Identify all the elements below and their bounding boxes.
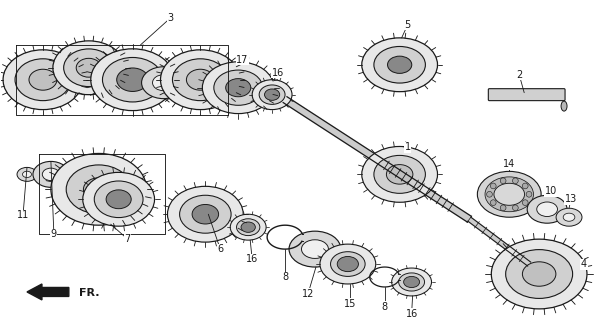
Ellipse shape — [374, 156, 425, 193]
Ellipse shape — [94, 181, 143, 218]
Ellipse shape — [537, 202, 558, 217]
Ellipse shape — [556, 208, 582, 226]
Text: 17: 17 — [236, 55, 248, 65]
Ellipse shape — [160, 50, 240, 110]
Text: 11: 11 — [17, 210, 29, 220]
Ellipse shape — [259, 85, 285, 104]
Ellipse shape — [478, 172, 541, 217]
Text: 10: 10 — [545, 186, 557, 196]
Ellipse shape — [180, 195, 231, 233]
Ellipse shape — [522, 262, 556, 286]
Circle shape — [487, 191, 493, 197]
Circle shape — [526, 191, 532, 197]
Ellipse shape — [388, 56, 412, 73]
Ellipse shape — [15, 59, 71, 100]
Ellipse shape — [374, 46, 425, 83]
Circle shape — [513, 205, 518, 211]
Polygon shape — [283, 97, 472, 222]
FancyBboxPatch shape — [488, 89, 565, 100]
Ellipse shape — [403, 276, 420, 288]
Ellipse shape — [33, 161, 69, 187]
Text: 1: 1 — [405, 142, 411, 152]
Text: 14: 14 — [503, 159, 516, 169]
Ellipse shape — [117, 68, 148, 92]
Ellipse shape — [29, 69, 57, 90]
Circle shape — [490, 183, 496, 189]
Text: 3: 3 — [168, 13, 174, 23]
Ellipse shape — [330, 252, 365, 276]
Ellipse shape — [153, 75, 174, 91]
Text: 7: 7 — [124, 234, 131, 244]
Ellipse shape — [362, 38, 438, 92]
Ellipse shape — [76, 58, 101, 77]
Ellipse shape — [392, 268, 432, 296]
Ellipse shape — [42, 168, 60, 180]
Text: 9: 9 — [51, 229, 57, 239]
Text: 2: 2 — [516, 70, 522, 80]
Circle shape — [513, 178, 518, 184]
Ellipse shape — [142, 67, 185, 99]
Ellipse shape — [103, 58, 163, 102]
Text: 16: 16 — [246, 254, 258, 264]
FancyArrow shape — [27, 284, 69, 300]
Text: 16: 16 — [405, 309, 418, 319]
Text: 12: 12 — [302, 289, 314, 299]
Ellipse shape — [399, 273, 425, 291]
Ellipse shape — [506, 250, 573, 299]
Text: 8: 8 — [382, 302, 388, 312]
Ellipse shape — [491, 239, 587, 309]
Ellipse shape — [561, 101, 567, 111]
Text: 16: 16 — [272, 68, 284, 78]
Text: 5: 5 — [405, 20, 411, 30]
Ellipse shape — [236, 219, 260, 236]
Ellipse shape — [362, 147, 438, 202]
Polygon shape — [468, 217, 531, 266]
Ellipse shape — [265, 89, 280, 100]
Ellipse shape — [106, 190, 131, 209]
Circle shape — [522, 183, 528, 189]
Ellipse shape — [3, 50, 83, 110]
Text: 4: 4 — [581, 259, 587, 269]
Ellipse shape — [22, 171, 31, 178]
Ellipse shape — [53, 41, 125, 95]
Ellipse shape — [214, 70, 263, 105]
Ellipse shape — [252, 80, 292, 110]
Ellipse shape — [172, 59, 229, 100]
Ellipse shape — [83, 172, 154, 226]
Ellipse shape — [226, 79, 251, 97]
Circle shape — [500, 178, 506, 184]
Ellipse shape — [337, 256, 358, 272]
Ellipse shape — [230, 214, 266, 240]
Circle shape — [522, 200, 528, 205]
Ellipse shape — [168, 186, 243, 242]
Ellipse shape — [494, 183, 525, 205]
Ellipse shape — [320, 244, 376, 284]
Circle shape — [490, 200, 496, 205]
Ellipse shape — [186, 69, 214, 90]
Ellipse shape — [192, 204, 219, 224]
Ellipse shape — [485, 177, 534, 212]
Circle shape — [500, 205, 506, 211]
Text: 6: 6 — [217, 244, 223, 254]
Ellipse shape — [563, 213, 575, 221]
Text: 8: 8 — [282, 272, 288, 282]
Ellipse shape — [64, 49, 114, 87]
Ellipse shape — [66, 165, 131, 214]
Ellipse shape — [387, 164, 413, 184]
Ellipse shape — [302, 240, 329, 259]
Ellipse shape — [51, 154, 147, 225]
Ellipse shape — [91, 49, 174, 111]
Text: 15: 15 — [344, 299, 356, 309]
Ellipse shape — [241, 222, 255, 232]
Ellipse shape — [527, 195, 567, 223]
Ellipse shape — [17, 167, 37, 181]
Ellipse shape — [289, 231, 341, 267]
Ellipse shape — [203, 62, 274, 114]
Text: FR.: FR. — [79, 288, 99, 298]
Text: 13: 13 — [565, 194, 577, 204]
Ellipse shape — [83, 178, 114, 201]
